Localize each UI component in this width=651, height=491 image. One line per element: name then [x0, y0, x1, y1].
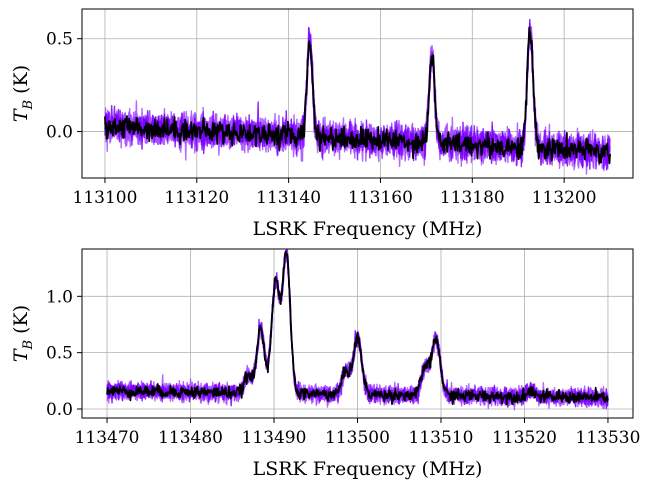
x-tick-label: 113140: [256, 188, 321, 208]
x-tick-label: 113100: [73, 188, 138, 208]
y-tick-label: 0.5: [46, 344, 73, 364]
y-tick-label: 0.0: [46, 123, 73, 143]
x-tick-label: 113490: [242, 428, 307, 448]
x-tick-label: 113520: [492, 428, 557, 448]
x-axis-label: LSRK Frequency (MHz): [253, 218, 483, 240]
traces: [104, 18, 611, 175]
x-axis-label: LSRK Frequency (MHz): [253, 458, 483, 480]
axes-frame: [81, 8, 634, 179]
y-axis-label: TB (K): [10, 305, 36, 362]
x-tick-label: 113500: [325, 428, 390, 448]
x-tick-label: 113470: [75, 428, 140, 448]
data-series-line: [104, 26, 611, 165]
x-tick-label: 113200: [532, 188, 597, 208]
y-tick-label: 0.5: [46, 30, 73, 50]
y-tick-label: 1.0: [46, 287, 73, 307]
data-series-line: [106, 250, 609, 406]
x-tick-label: 113160: [348, 188, 413, 208]
y-tick-label: 0.0: [46, 400, 73, 420]
x-tick-label: 113530: [576, 428, 641, 448]
bottom-spectrum-panel: 113470 113480 113490 113500 113510 113520 1135…: [10, 248, 641, 480]
x-tick-label: 113480: [158, 428, 223, 448]
traces: [106, 249, 609, 411]
x-tick-label: 113180: [440, 188, 505, 208]
x-tick-label: 113510: [409, 428, 474, 448]
x-tick-label: 113120: [164, 188, 229, 208]
y-axis-label: TB (K): [10, 65, 36, 122]
top-spectrum-panel: 113100 113120 113140 113160 113180 113200 0.0 0…: [10, 8, 634, 240]
